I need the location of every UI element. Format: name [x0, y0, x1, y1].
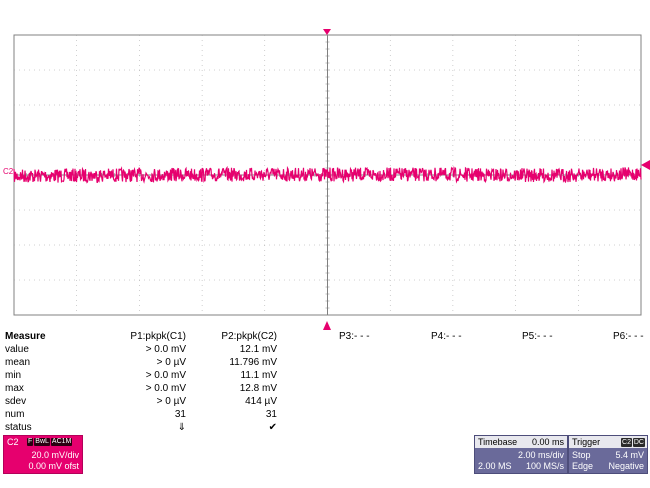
row-label: max	[5, 383, 24, 394]
trigger-header: Trigger C2 DC	[569, 436, 647, 448]
measure-row-sdev: sdev > 0 µV 414 µV	[0, 395, 650, 408]
filter-flag: F	[27, 438, 34, 446]
p2-cell: 12.1 mV	[239, 344, 277, 355]
p1-cell: > 0.0 mV	[145, 383, 186, 394]
param-p6-label[interactable]: P6:- - -	[613, 331, 644, 342]
p1-status-icon: ⇓	[177, 422, 186, 433]
trigger-title: Trigger	[572, 437, 601, 447]
trigger-position-marker-top	[323, 29, 331, 35]
vertical-offset: 0.00 mV ofst	[28, 461, 79, 471]
param-p3-label[interactable]: P3:- - -	[339, 331, 370, 342]
p2-cell: 11.796 mV	[229, 357, 277, 368]
p2-cell: 11.1 mV	[240, 370, 278, 381]
measure-row-min: min > 0.0 mV 11.1 mV	[0, 369, 650, 382]
channel-c2-descriptor[interactable]: C2 F BwL AC1M 20.0 mV/div 0.00 mV ofst	[3, 435, 83, 474]
p2-cell: 31	[265, 409, 277, 420]
row-label: value	[5, 344, 29, 355]
p2-status-icon: ✔	[268, 422, 277, 433]
p1-cell: 31	[174, 409, 186, 420]
p2-cell: 414 µV	[245, 396, 277, 407]
coupling-flag: AC1M	[50, 438, 73, 446]
p1-cell: > 0.0 mV	[145, 370, 186, 381]
trigger-descriptor[interactable]: Trigger C2 DC Stop 5.4 mV Edge Negative	[568, 435, 648, 474]
trigger-level-marker	[641, 160, 650, 170]
row-label: mean	[5, 357, 31, 368]
vertical-scale: 20.0 mV/div	[31, 450, 79, 460]
p1-cell: > 0 µV	[156, 357, 186, 368]
measure-row-num: num 31 31	[0, 408, 650, 421]
c2-ground-marker: C2	[3, 167, 14, 176]
trigger-type: Edge	[572, 461, 594, 471]
oscilloscope-grid: C2	[3, 29, 650, 330]
param-p2-label[interactable]: P2:pkpk(C2)	[221, 331, 277, 342]
param-p1-label[interactable]: P1:pkpk(C1)	[130, 331, 186, 342]
measure-row-max: max > 0.0 mV 12.8 mV	[0, 382, 650, 395]
measure-row-value: value > 0.0 mV 12.1 mV	[0, 343, 650, 356]
timebase-header: Timebase 0.00 ms	[475, 436, 567, 448]
channel-label: C2	[7, 437, 19, 447]
trigger-slope: Negative	[608, 461, 644, 471]
measure-row-status: status ⇓ ✔	[0, 421, 650, 434]
p1-cell: > 0 µV	[156, 396, 186, 407]
timebase-delay: 0.00 ms	[531, 437, 564, 447]
timebase-descriptor[interactable]: Timebase 0.00 ms 2.00 ms/div 2.00 MS 100…	[474, 435, 568, 474]
trigger-coupling-tag: DC	[632, 438, 645, 447]
trigger-mode: Stop	[572, 450, 591, 460]
measure-row-mean: mean > 0 µV 11.796 mV	[0, 356, 650, 369]
p1-cell: > 0.0 mV	[145, 344, 186, 355]
p2-cell: 12.8 mV	[239, 383, 277, 394]
param-p4-label[interactable]: P4:- - -	[431, 331, 462, 342]
timebase-title: Timebase	[478, 437, 518, 447]
row-label: sdev	[5, 396, 27, 407]
row-label: min	[5, 370, 22, 381]
param-p5-label[interactable]: P5:- - -	[522, 331, 553, 342]
trigger-source-tag: C2	[621, 438, 632, 447]
row-label: status	[5, 422, 32, 433]
trigger-level: 5.4 mV	[615, 450, 644, 460]
channel-flags: F BwL AC1M	[27, 438, 73, 446]
timebase-scale: 2.00 ms/div	[517, 450, 564, 460]
c2-waveform-trace	[13, 165, 642, 184]
bandwidth-limit-flag: BwL	[34, 438, 50, 446]
measure-header-row: Measure P1:pkpk(C1) P2:pkpk(C2) P3:- - -…	[0, 330, 650, 343]
timebase-samples: 2.00 MS	[478, 461, 512, 471]
trigger-position-marker-bottom	[323, 321, 331, 330]
timebase-rate: 100 MS/s	[525, 461, 564, 471]
measure-title: Measure	[5, 331, 46, 342]
row-label: num	[5, 409, 25, 420]
